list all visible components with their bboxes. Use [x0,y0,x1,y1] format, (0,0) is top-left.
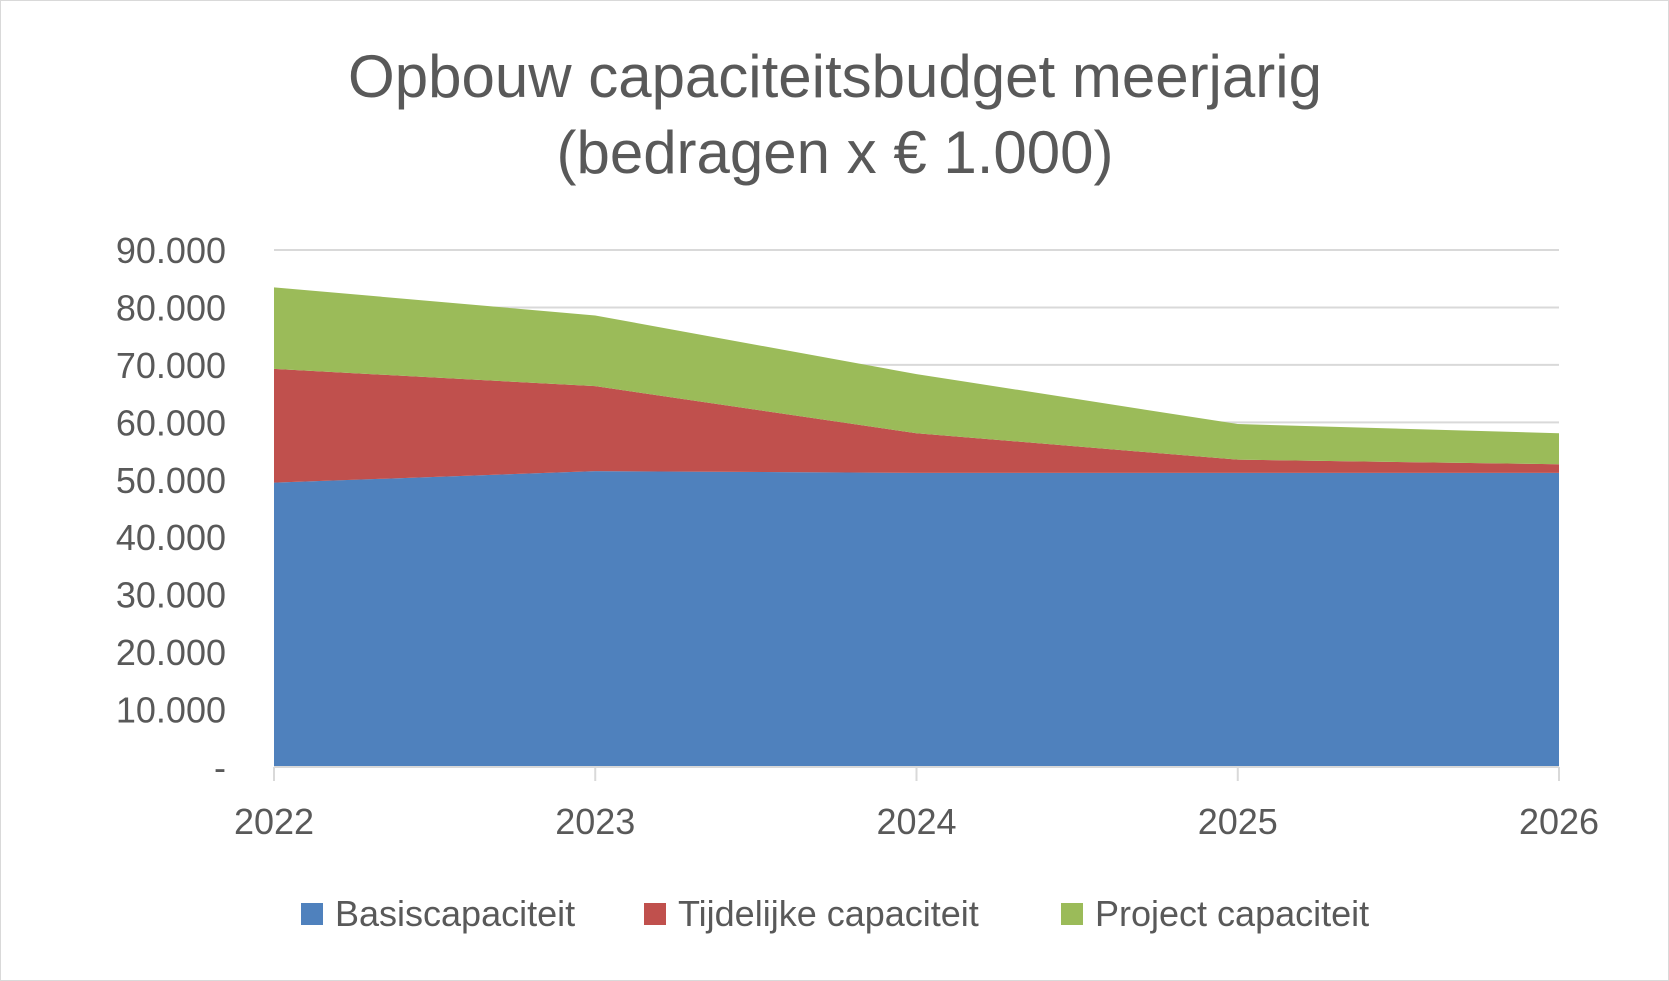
legend-swatch [301,903,323,925]
legend-swatch [644,903,666,925]
chart-title-line-1: Opbouw capaciteitsbudget meerjarig [348,43,1322,110]
x-tick-label: 2022 [234,801,314,842]
x-tick-label: 2026 [1519,801,1599,842]
y-tick-label: 30.000 [116,575,226,616]
x-tick-label: 2023 [555,801,635,842]
legend: Basiscapaciteit Tijdelijke capaciteit Proj… [301,893,1369,934]
legend-label: Project capaciteit [1095,893,1369,934]
y-tick-label: 70.000 [116,345,226,386]
y-tick-label: 40.000 [116,517,226,558]
y-tick-label: 10.000 [116,690,226,731]
legend-swatch [1061,903,1083,925]
axes: - 10.000 20.000 30.000 40.000 50.000 60.000 70.… [116,230,1599,842]
x-tick-label: 2025 [1198,801,1278,842]
legend-label: Basiscapaciteit [335,893,575,934]
y-tick-label: 50.000 [116,460,226,501]
y-tick-label: 80.000 [116,287,226,328]
chart-title-line-2: (bedragen x € 1.000) [556,119,1113,186]
y-tick-label: 90.000 [116,230,226,271]
area-series-2 [274,368,1559,483]
area-series-1 [274,471,1559,767]
y-tick-label: 20.000 [116,632,226,673]
y-tick-label: - [214,747,226,788]
area-series [274,287,1559,767]
y-tick-label: 60.000 [116,402,226,443]
x-tick-label: 2024 [876,801,956,842]
legend-label: Tijdelijke capaciteit [678,893,979,934]
area-series-3 [274,287,1559,465]
